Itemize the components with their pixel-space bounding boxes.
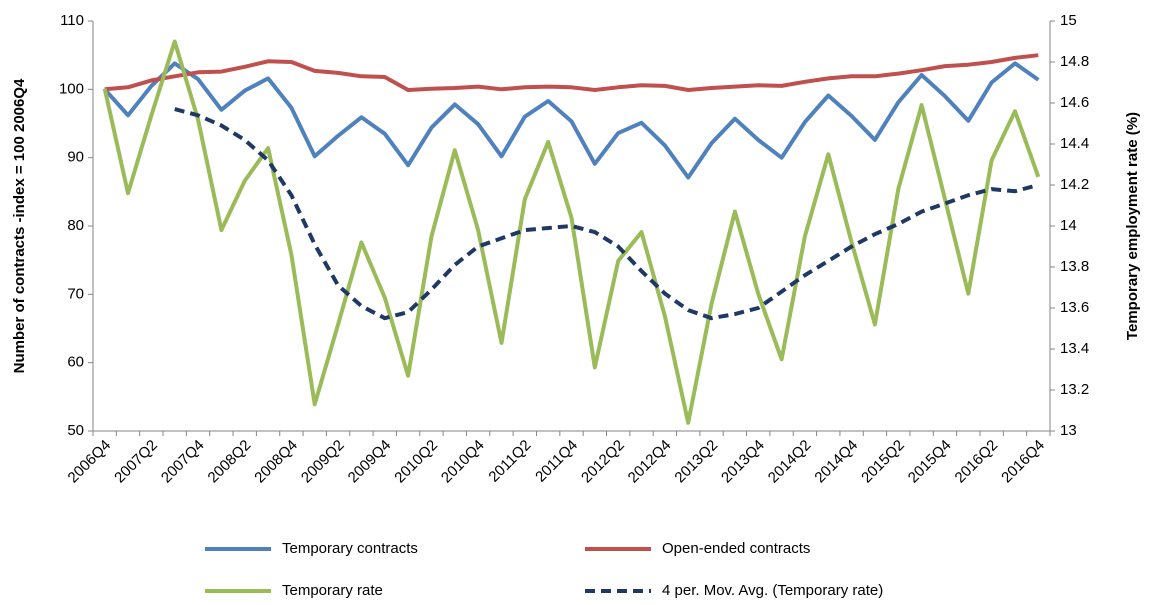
y2-tick-label: 13: [1060, 422, 1077, 439]
x-tick-label: 2010Q2: [391, 437, 441, 487]
x-tick-label: 2009Q4: [345, 437, 395, 487]
y2-tick-label: 14.2: [1060, 176, 1089, 193]
x-tick-label: 2013Q4: [718, 437, 768, 487]
legend-label: Temporary rate: [282, 582, 383, 599]
series-line: [103, 61, 1040, 180]
x-tick-label: 2015Q4: [905, 437, 955, 487]
series-line: [104, 53, 1039, 92]
x-tick-label: 2009Q2: [298, 437, 348, 487]
y-tick-label: 100: [59, 80, 84, 97]
y2-tick-label: 14.6: [1060, 94, 1089, 111]
x-tick-label: 2010Q4: [438, 437, 488, 487]
y2-tick-label: 14.4: [1060, 135, 1089, 152]
y-tick-label: 70: [67, 285, 84, 302]
x-tick-label: 2007Q4: [158, 437, 208, 487]
y2-tick-label: 13.8: [1060, 258, 1089, 275]
y2-tick-label: 13.4: [1060, 340, 1089, 357]
y2-axis-title: Temporary employment rate (%): [1124, 112, 1141, 340]
series-line: [102, 39, 1041, 425]
y2-tick-label: 15: [1060, 12, 1077, 29]
y-tick-label: 110: [60, 12, 84, 29]
x-tick-label: 2014Q4: [811, 437, 861, 487]
y2-tick-label: 13.2: [1060, 381, 1089, 398]
x-tick-label: 2012Q2: [578, 437, 628, 487]
series-line: [174, 107, 1039, 321]
x-tick-label: 2011Q2: [485, 437, 534, 486]
x-tick-label: 2008Q2: [205, 437, 255, 487]
x-tick-label: 2016Q4: [998, 437, 1048, 487]
x-tick-label: 2012Q4: [625, 437, 675, 487]
x-tick-label: 2015Q2: [858, 437, 908, 487]
y2-tick-label: 14.8: [1060, 53, 1089, 70]
y-tick-label: 50: [67, 422, 84, 439]
y2-tick-label: 13.6: [1060, 299, 1089, 316]
y2-tick-label: 14: [1060, 217, 1077, 234]
legend-label: 4 per. Mov. Avg. (Temporary rate): [662, 582, 883, 599]
y-tick-label: 60: [67, 354, 84, 371]
y-axis-title: Number of contracts -index = 100 2006Q4: [11, 78, 28, 373]
x-tick-label: 2011Q4: [532, 437, 581, 486]
x-tick-label: 2006Q4: [65, 437, 115, 487]
x-tick-label: 2013Q2: [671, 437, 721, 487]
x-tick-label: 2008Q4: [251, 437, 301, 487]
y-tick-label: 80: [67, 217, 84, 234]
y-tick-label: 90: [67, 149, 84, 166]
legend-label: Temporary contracts: [282, 540, 418, 557]
x-tick-label: 2007Q2: [111, 437, 161, 487]
x-tick-label: 2016Q2: [952, 437, 1002, 487]
x-tick-label: 2014Q2: [765, 437, 815, 487]
legend-label: Open-ended contracts: [662, 540, 810, 557]
